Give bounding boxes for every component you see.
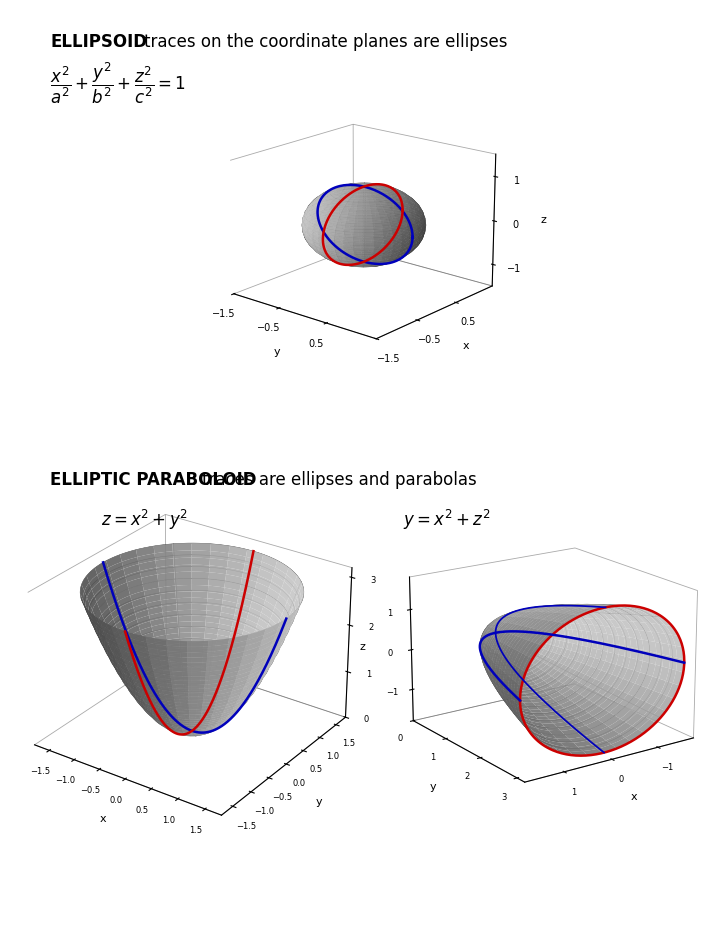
Text: $y = x^2 + z^2$: $y = x^2 + z^2$ [403, 508, 490, 532]
Text: ELLIPTIC PARABOLOID: ELLIPTIC PARABOLOID [50, 471, 257, 488]
Y-axis label: y: y [429, 782, 436, 791]
Text: : traces on the coordinate planes are ellipses: : traces on the coordinate planes are el… [133, 33, 508, 50]
Text: : traces are ellipses and parabolas: : traces are ellipses and parabolas [191, 471, 477, 488]
X-axis label: y: y [274, 348, 281, 357]
X-axis label: x: x [100, 814, 107, 824]
Text: $\dfrac{x^2}{a^2}+\dfrac{y^2}{b^2}+\dfrac{z^2}{c^2}=1$: $\dfrac{x^2}{a^2}+\dfrac{y^2}{b^2}+\dfra… [50, 61, 186, 106]
Text: ELLIPSOID: ELLIPSOID [50, 33, 148, 50]
Y-axis label: y: y [316, 797, 323, 806]
X-axis label: x: x [631, 792, 638, 802]
Text: $z = x^2 + y^2$: $z = x^2 + y^2$ [101, 508, 188, 532]
Y-axis label: x: x [463, 341, 469, 350]
